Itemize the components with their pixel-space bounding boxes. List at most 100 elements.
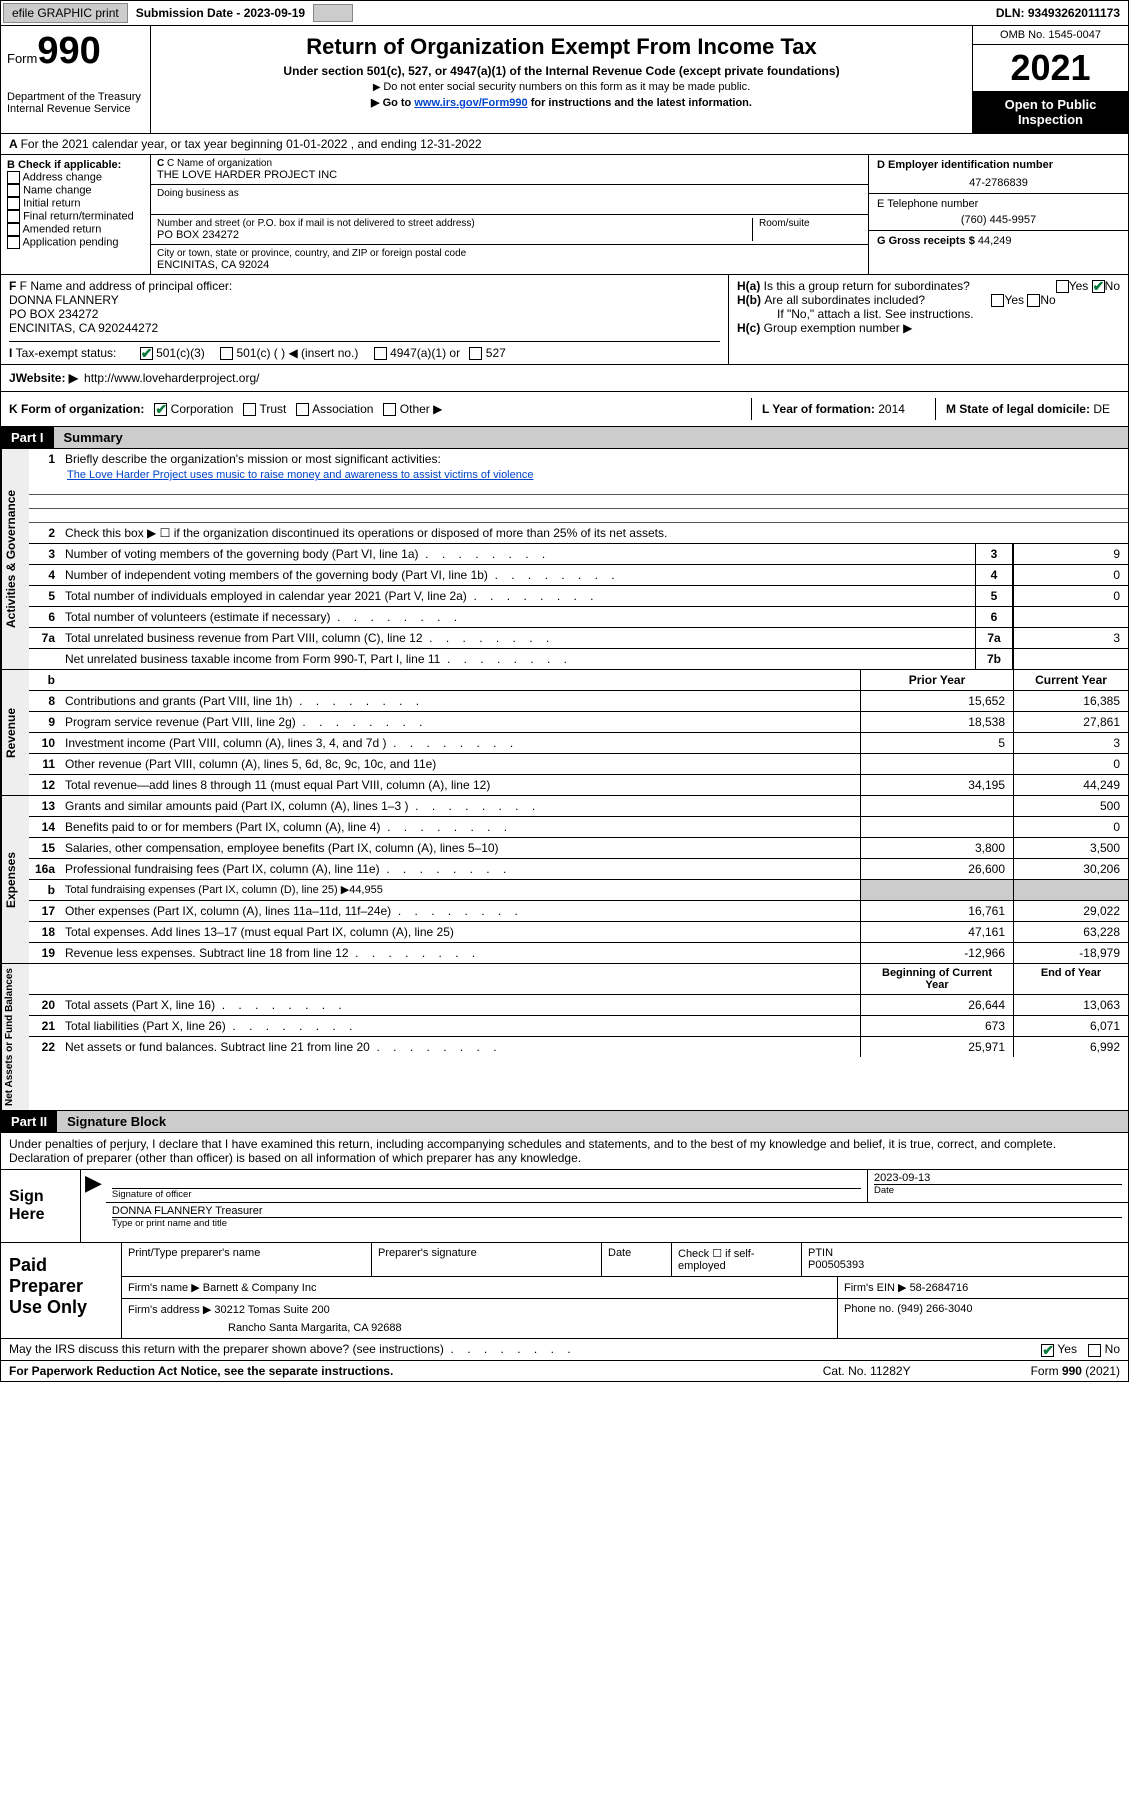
line18-curr: 63,228 (1013, 922, 1128, 942)
trust-label: Trust (260, 402, 287, 416)
line11-curr: 0 (1013, 754, 1128, 774)
box-h: H(a) Is this a group return for subordin… (728, 275, 1128, 364)
line16a-curr: 30,206 (1013, 859, 1128, 879)
org-name: THE LOVE HARDER PROJECT INC (157, 169, 862, 181)
line15-prior: 3,800 (860, 838, 1013, 858)
line1-text: Briefly describe the organization's miss… (61, 449, 1128, 469)
ha-no-checkbox[interactable] (1092, 280, 1105, 293)
yes-label2: Yes (1004, 293, 1024, 307)
rev-hspace (61, 670, 860, 690)
line3-val: 9 (1013, 544, 1128, 564)
sig-date-value: 2023-09-13 (874, 1172, 1122, 1184)
irs-link[interactable]: www.irs.gov/Form990 (414, 97, 527, 109)
final-return-checkbox[interactable] (7, 210, 20, 223)
line20-begin: 26,644 (860, 995, 1013, 1015)
org-city: ENCINITAS, CA 92024 (157, 259, 862, 271)
form-id-block: Form990 Department of the Treasury Inter… (1, 26, 151, 133)
line12-prior: 34,195 (860, 775, 1013, 795)
paid-preparer-label: Paid Preparer Use Only (1, 1243, 121, 1338)
ein-label: D Employer identification number (877, 159, 1120, 171)
line6-text: Total number of volunteers (estimate if … (61, 607, 975, 627)
assoc-checkbox[interactable] (296, 403, 309, 416)
officer-sig-label: Signature of officer (112, 1188, 861, 1200)
officer-addr1: PO BOX 234272 (9, 307, 720, 321)
line16b-prior (860, 880, 1013, 900)
line17-num: 17 (29, 901, 61, 921)
corp-checkbox[interactable] (154, 403, 167, 416)
website-value: http://www.loveharderproject.org/ (84, 371, 259, 385)
form-footer: Form 990 (2021) (1031, 1364, 1120, 1378)
line13-num: 13 (29, 796, 61, 816)
amended-checkbox[interactable] (7, 223, 20, 236)
other-label: Other ▶ (400, 402, 443, 416)
irs-label: Internal Revenue Service (7, 103, 144, 115)
line10-num: 10 (29, 733, 61, 753)
line7b-val (1013, 649, 1128, 669)
discuss-yes-label: Yes (1057, 1342, 1077, 1356)
line19-prior: -12,966 (860, 943, 1013, 963)
initial-return-checkbox[interactable] (7, 197, 20, 210)
no-label: No (1105, 279, 1120, 293)
goto-post: for instructions and the latest informat… (531, 97, 752, 109)
line22-end: 6,992 (1013, 1037, 1128, 1057)
domicile-label: M State of legal domicile: (946, 402, 1090, 416)
hb-no-checkbox[interactable] (1027, 294, 1040, 307)
mission-text[interactable]: The Love Harder Project uses music to ra… (67, 469, 533, 481)
net-hnum (29, 964, 61, 994)
app-pending-checkbox[interactable] (7, 236, 20, 249)
efile-print-button[interactable]: efile GRAPHIC print (3, 3, 128, 23)
line3-box: 3 (975, 544, 1013, 564)
line13-text: Grants and similar amounts paid (Part IX… (61, 796, 860, 816)
trust-checkbox[interactable] (243, 403, 256, 416)
line8-text: Contributions and grants (Part VIII, lin… (61, 691, 860, 711)
tax-year-range: For the 2021 calendar year, or tax year … (21, 137, 482, 151)
goto-pre: Go to (383, 97, 415, 109)
527-checkbox[interactable] (469, 347, 482, 360)
line17-prior: 16,761 (860, 901, 1013, 921)
discuss-no-checkbox[interactable] (1088, 1344, 1101, 1357)
box-b: B Check if applicable: Address change Na… (1, 155, 151, 274)
firm-phone-label: Phone no. (844, 1303, 894, 1315)
name-change-checkbox[interactable] (7, 184, 20, 197)
final-return-label: Final return/terminated (23, 210, 134, 222)
line6-num: 6 (29, 607, 61, 627)
current-year-header: Current Year (1013, 670, 1128, 690)
line7a-val: 3 (1013, 628, 1128, 648)
line20-end: 13,063 (1013, 995, 1128, 1015)
discuss-no-label: No (1105, 1342, 1120, 1356)
line21-end: 6,071 (1013, 1016, 1128, 1036)
line10-text: Investment income (Part VIII, column (A)… (61, 733, 860, 753)
line7b-box: 7b (975, 649, 1013, 669)
501c3-label: 501(c)(3) (156, 346, 205, 360)
line21-num: 21 (29, 1016, 61, 1036)
501c3-checkbox[interactable] (140, 347, 153, 360)
addr-change-checkbox[interactable] (7, 171, 20, 184)
hb-yes-checkbox[interactable] (991, 294, 1004, 307)
line11-prior (860, 754, 1013, 774)
line12-num: 12 (29, 775, 61, 795)
sig-date-label: Date (874, 1184, 1122, 1196)
form-org-label: K Form of organization: (9, 402, 144, 416)
arrow-icon: ▶ (371, 97, 383, 109)
part2-title: Signature Block (57, 1111, 1128, 1132)
501c-checkbox[interactable] (220, 347, 233, 360)
line8-num: 8 (29, 691, 61, 711)
line19-curr: -18,979 (1013, 943, 1128, 963)
yes-label: Yes (1069, 279, 1089, 293)
sign-here-label: Sign Here (1, 1170, 81, 1242)
officer-addr2: ENCINITAS, CA 920244272 (9, 321, 720, 335)
discuss-yes-checkbox[interactable] (1041, 1344, 1054, 1357)
tax-status-label: Tax-exempt status: (16, 346, 117, 360)
other-checkbox[interactable] (383, 403, 396, 416)
line20-text: Total assets (Part X, line 16) (61, 995, 860, 1015)
submission-spacer (313, 4, 353, 22)
preparer-sig-label: Preparer's signature (372, 1243, 602, 1276)
line9-curr: 27,861 (1013, 712, 1128, 732)
4947-checkbox[interactable] (374, 347, 387, 360)
line14-text: Benefits paid to or for members (Part IX… (61, 817, 860, 837)
attach-list-note: If "No," attach a list. See instructions… (737, 307, 1120, 321)
tax-year: 2021 (973, 45, 1128, 91)
gross-receipts-value: 44,249 (978, 235, 1012, 247)
revenue-tab: Revenue (1, 670, 29, 795)
ha-yes-checkbox[interactable] (1056, 280, 1069, 293)
